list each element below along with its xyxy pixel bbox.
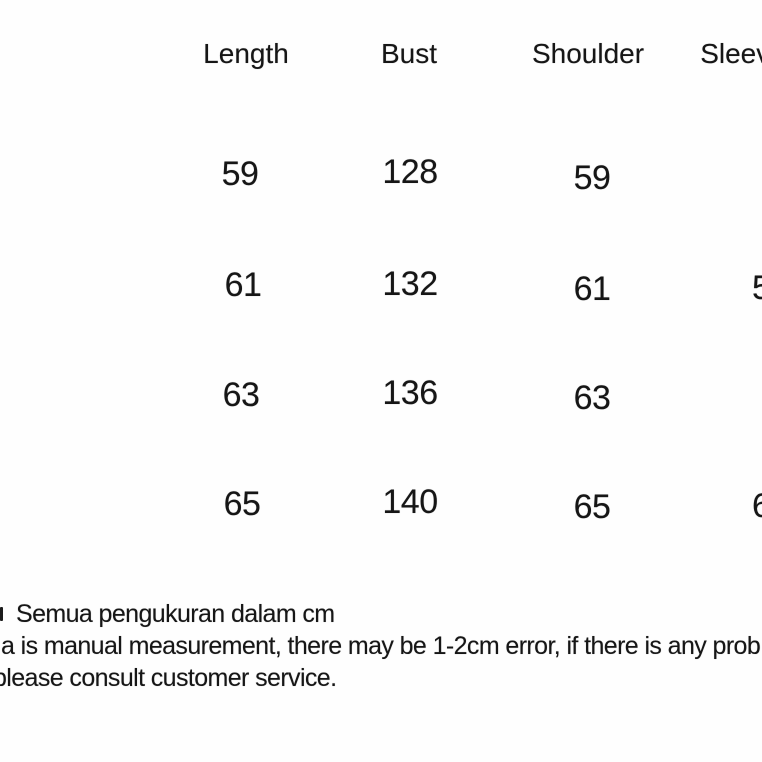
column-header-shoulder: Shoulder (531, 38, 645, 69)
cell-r1-shoulder: 59 (573, 159, 611, 197)
cell-r3-shoulder: 63 (573, 379, 611, 417)
cell-r3-bust: 136 (382, 374, 438, 412)
cell-r2-shoulder: 61 (573, 270, 611, 308)
cell-r4-shoulder: 65 (573, 488, 611, 526)
column-header-length: Length (203, 38, 289, 69)
cell-r2-length: 61 (224, 266, 262, 304)
cell-r1-length: 59 (221, 155, 259, 193)
column-header-bust: Bust (380, 38, 438, 69)
cell-r2-bust: 132 (382, 265, 438, 303)
cell-r4-bust: 140 (382, 483, 438, 521)
note-customer-service: please consult customer service. (0, 664, 337, 692)
cell-r3-length: 63 (222, 376, 260, 414)
note-units: Semua pengukuran dalam cm (16, 600, 335, 628)
column-header-sleeve: Sleeve (700, 38, 762, 69)
note-measurement-error: a is manual measurement, there may be 1-… (1, 632, 761, 660)
cell-r2-sleeve-clipped: 5 (752, 269, 762, 307)
cell-r1-bust: 128 (382, 153, 438, 191)
cell-r4-length: 65 (223, 485, 261, 523)
clipped-glyph-fragment (0, 607, 3, 621)
cell-r4-sleeve-clipped: 6 (752, 487, 762, 525)
